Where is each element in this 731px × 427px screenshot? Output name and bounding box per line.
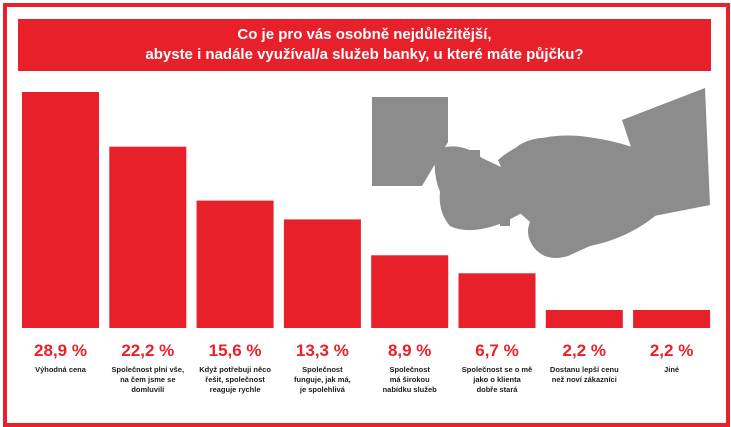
value-label: 6,7 %	[475, 341, 518, 360]
category-label-line: jako o klienta	[472, 375, 521, 384]
category-label-line: je spolehlivá	[299, 385, 346, 394]
category-label: Jiné	[664, 365, 679, 374]
category-label-line: než noví zákazníci	[552, 375, 617, 384]
category-label-line: dobře stará	[477, 385, 519, 394]
value-label: 2,2 %	[650, 341, 693, 360]
category-label-line: řešit, společnost	[205, 375, 265, 384]
category-label-line: Společnost	[389, 365, 430, 374]
category-label-line: domluvili	[131, 385, 164, 394]
value-label: 13,3 %	[296, 341, 349, 360]
bar	[109, 146, 187, 328]
value-label: 2,2 %	[563, 341, 606, 360]
chart-title: Co je pro vás osobně nejdůležitější, aby…	[18, 19, 711, 71]
category-label: Společnost plní vše, na čem jsme se domluv…	[112, 365, 185, 394]
category-label: Dostanu lepší cenu než noví zákazníci	[550, 365, 619, 384]
bar	[371, 255, 449, 328]
bar	[283, 219, 361, 328]
category-label-line: Dostanu lepší cenu	[550, 365, 619, 374]
chart-title-line-2: abyste i nadále využíval/a služeb banky,…	[145, 46, 584, 63]
category-label-line: Výhodná cena	[35, 365, 87, 374]
bar	[458, 273, 536, 328]
category-label-line: Společnost plní vše,	[112, 365, 185, 374]
bar	[22, 92, 99, 328]
bar	[545, 310, 623, 328]
handshake-icon	[372, 88, 710, 258]
value-label: 22,2 %	[121, 341, 174, 360]
bar	[196, 200, 274, 328]
category-label-line: Společnost	[302, 365, 343, 374]
value-label: 28,9 %	[34, 341, 87, 360]
category-label-line: Jiné	[664, 365, 679, 374]
category-label-line: Společnost se o mě	[462, 365, 532, 374]
category-label: Společnost funguje, jak má, je spolehlivá	[294, 365, 351, 394]
bars-group	[22, 92, 711, 328]
category-label-line: na čem jsme se	[120, 375, 175, 384]
value-label: 8,9 %	[388, 341, 431, 360]
category-label-line: reaguje rychle	[210, 385, 261, 394]
category-label-line: funguje, jak má,	[294, 375, 351, 384]
category-label: Výhodná cena	[35, 365, 87, 374]
category-label: Když potřebuji něco řešit, společnost reag…	[199, 365, 271, 394]
category-label-line: nabídku služeb	[383, 385, 438, 394]
bar	[633, 310, 711, 328]
category-labels-group: Výhodná cena Společnost plní vše, na čem j…	[35, 365, 679, 394]
value-labels-group: 28,9 % 22,2 % 15,6 % 13,3 % 8,9 % 6,7 % 2,2 % 2…	[34, 341, 693, 360]
category-label: Společnost se o mě jako o klienta dobře st…	[462, 365, 532, 394]
chart-title-line-1: Co je pro vás osobně nejdůležitější,	[237, 26, 492, 43]
category-label: Společnost má širokou nabídku služeb	[383, 365, 438, 394]
category-label-line: má širokou	[390, 375, 430, 384]
category-label-line: Když potřebuji něco	[199, 365, 271, 374]
value-label: 15,6 %	[209, 341, 262, 360]
